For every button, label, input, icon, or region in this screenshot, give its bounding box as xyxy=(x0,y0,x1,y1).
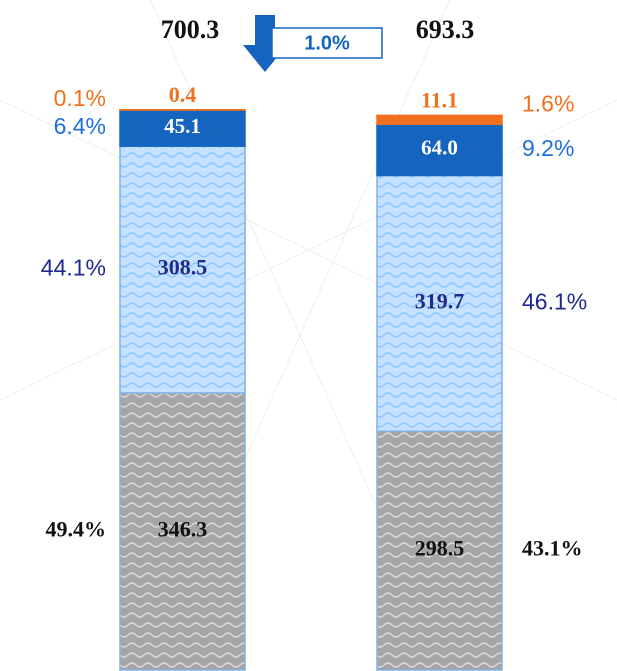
share-label: 46.1% xyxy=(522,288,587,314)
value-label: 319.7 xyxy=(415,288,465,313)
bar-segment xyxy=(119,109,246,147)
value-label: 308.5 xyxy=(158,255,208,280)
bar-segment xyxy=(376,430,503,671)
share-label: 6.4% xyxy=(54,113,106,139)
bar-segment xyxy=(376,114,503,125)
bar-segment xyxy=(376,174,503,432)
total-label: 700.3 xyxy=(161,15,220,44)
value-label: 298.5 xyxy=(415,536,465,561)
share-label: 9.2% xyxy=(522,135,574,161)
value-label: 346.3 xyxy=(158,517,208,542)
total-label: 693.3 xyxy=(416,15,475,44)
share-label: 1.6% xyxy=(522,90,574,116)
value-label: 0.4 xyxy=(169,82,197,107)
value-label: 64.0 xyxy=(421,136,458,160)
change-label: 1.0% xyxy=(304,32,350,54)
share-label: 0.1% xyxy=(54,85,106,111)
share-label: 43.1% xyxy=(522,536,583,561)
bar-segment xyxy=(119,392,246,671)
share-label: 44.1% xyxy=(41,255,106,281)
share-label: 49.4% xyxy=(46,517,107,542)
change-arrow xyxy=(243,15,383,72)
value-label: 45.1 xyxy=(164,114,201,138)
bar-segment xyxy=(119,145,246,394)
bar-segment xyxy=(376,123,503,177)
value-label: 11.1 xyxy=(421,87,458,112)
